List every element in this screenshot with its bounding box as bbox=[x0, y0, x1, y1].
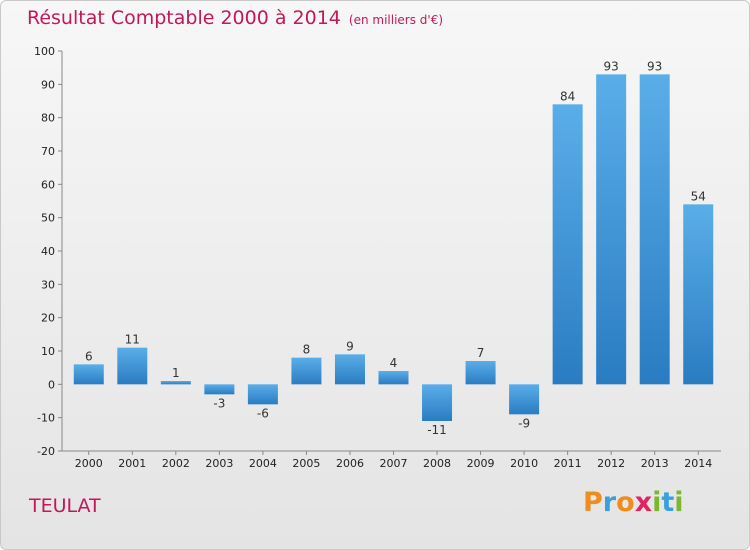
bar-2002 bbox=[160, 381, 191, 385]
y-tick-label: 60 bbox=[41, 178, 55, 191]
data-label-2003: -3 bbox=[213, 396, 225, 410]
y-tick-label: 10 bbox=[41, 345, 55, 358]
chart-axes: -20 -10 0 10 20 30 40 50 60 70 80 90 100 2000 2001 2002… bbox=[34, 45, 721, 470]
logo-letter-3: x bbox=[634, 487, 653, 518]
data-label-2005: 8 bbox=[303, 343, 311, 357]
x-tick-label-2012: 2012 bbox=[597, 457, 625, 470]
data-label-2006: 9 bbox=[346, 339, 354, 353]
y-tick-label: 80 bbox=[41, 112, 55, 125]
x-tick-label-2014: 2014 bbox=[684, 457, 712, 470]
x-tick-label-2002: 2002 bbox=[162, 457, 190, 470]
x-tick-label-2005: 2005 bbox=[292, 457, 320, 470]
data-label-2012: 93 bbox=[604, 59, 619, 73]
data-label-2004: -6 bbox=[257, 406, 269, 420]
bar-2003 bbox=[204, 384, 235, 395]
x-tick-label-2006: 2006 bbox=[336, 457, 364, 470]
logo-letter-2: o bbox=[616, 487, 635, 518]
data-label-2009: 7 bbox=[477, 346, 485, 360]
data-label-2014: 54 bbox=[691, 189, 706, 203]
x-tick-label-2011: 2011 bbox=[554, 457, 582, 470]
bar-2014 bbox=[683, 204, 714, 385]
bar-2009 bbox=[465, 361, 496, 385]
x-tick-label-2003: 2003 bbox=[205, 457, 233, 470]
x-tick-label-2009: 2009 bbox=[467, 457, 495, 470]
proxiti-logo: Proxiti bbox=[583, 487, 684, 518]
x-tick-label-2000: 2000 bbox=[75, 457, 103, 470]
y-tick-label: 90 bbox=[41, 78, 55, 91]
logo-letter-4: i bbox=[652, 487, 662, 518]
bar-2008 bbox=[422, 384, 453, 421]
data-label-2001: 11 bbox=[125, 333, 140, 347]
y-tick-label: 30 bbox=[41, 278, 55, 291]
commune-name: TEULAT bbox=[29, 495, 101, 517]
y-tick-label: -10 bbox=[37, 412, 55, 425]
data-label-2002: 1 bbox=[172, 366, 180, 380]
chart-title-main: Résultat Comptable 2000 à 2014 bbox=[27, 7, 341, 29]
data-label-2007: 4 bbox=[390, 356, 398, 370]
y-tick-label: 50 bbox=[41, 212, 55, 225]
bar-2012 bbox=[596, 74, 627, 385]
x-tick-label-2008: 2008 bbox=[423, 457, 451, 470]
bar-2013 bbox=[639, 74, 670, 385]
y-tick-label: 20 bbox=[41, 312, 55, 325]
x-tick-label-2004: 2004 bbox=[249, 457, 277, 470]
y-tick-label: 0 bbox=[48, 378, 55, 391]
bar-2004 bbox=[247, 384, 278, 405]
data-label-2010: -9 bbox=[518, 416, 530, 430]
bar-2006 bbox=[334, 354, 365, 385]
x-tick-label-2010: 2010 bbox=[510, 457, 538, 470]
x-tick-label-2007: 2007 bbox=[380, 457, 408, 470]
data-label-2000: 6 bbox=[85, 349, 93, 363]
bar-2007 bbox=[378, 371, 409, 385]
data-label-2011: 84 bbox=[560, 89, 575, 103]
logo-letter-6: i bbox=[674, 487, 684, 518]
y-tick-label: 70 bbox=[41, 145, 55, 158]
bar-2011 bbox=[552, 104, 583, 385]
data-label-2013: 93 bbox=[647, 59, 662, 73]
bar-2000 bbox=[73, 364, 104, 385]
bar-2010 bbox=[509, 384, 540, 415]
logo-letter-5: t bbox=[661, 487, 675, 518]
y-tick-label: 40 bbox=[41, 245, 55, 258]
logo-letter-0: P bbox=[583, 487, 603, 518]
logo-letter-1: r bbox=[602, 487, 617, 518]
bar-2001 bbox=[117, 347, 148, 385]
bar-2005 bbox=[291, 357, 322, 385]
x-tick-label-2001: 2001 bbox=[118, 457, 146, 470]
y-tick-label: 100 bbox=[34, 45, 55, 58]
y-tick-label: -20 bbox=[37, 445, 55, 458]
chart-title-unit: (en milliers d'€) bbox=[348, 13, 444, 27]
chart-title: Résultat Comptable 2000 à 2014 (en millie… bbox=[27, 7, 443, 29]
data-label-2008: -11 bbox=[427, 423, 447, 437]
x-tick-label-2013: 2013 bbox=[641, 457, 669, 470]
